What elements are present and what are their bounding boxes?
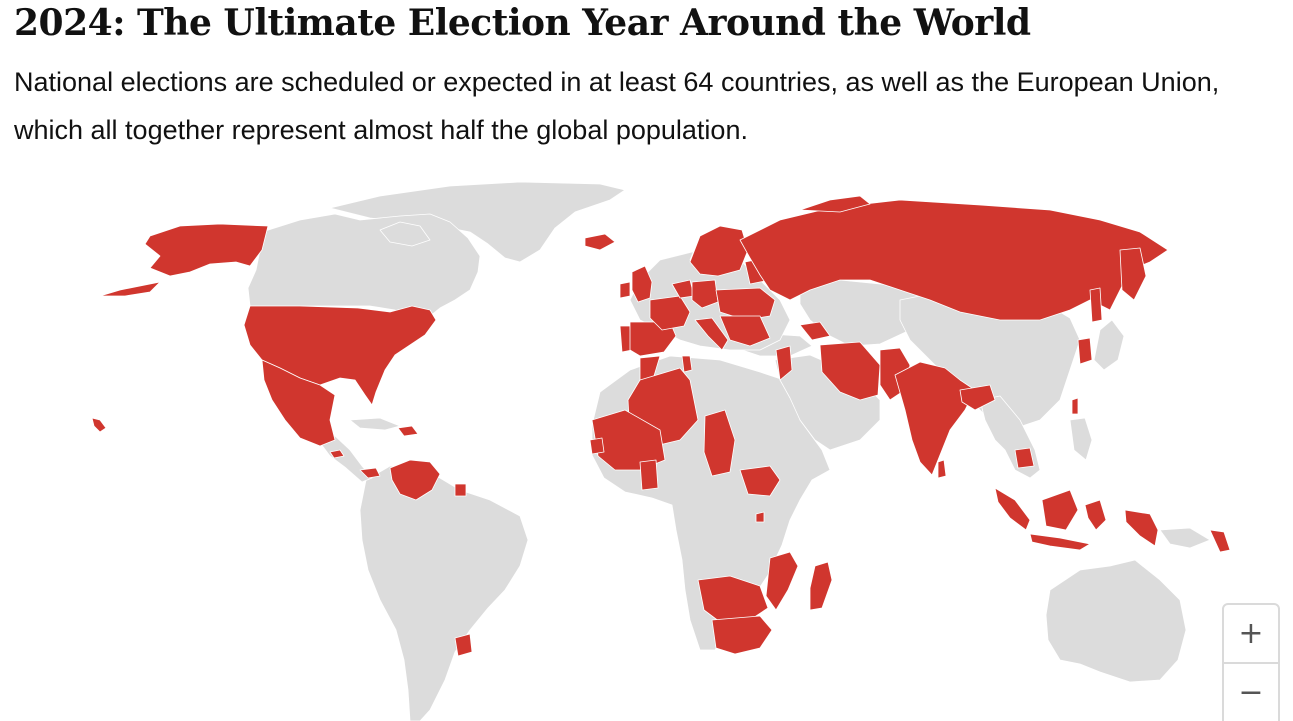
country-canada-islands (379, 221, 431, 247)
country-taiwan (1071, 397, 1079, 415)
country-iran (819, 341, 881, 401)
country-namibia-botswana (697, 575, 769, 623)
country-ireland (619, 281, 631, 299)
minus-icon: − (1238, 675, 1264, 710)
country-indonesia-sumatra (994, 487, 1031, 531)
country-png (1159, 527, 1211, 549)
country-sri-lanka (937, 459, 947, 479)
country-rwanda (755, 511, 765, 523)
country-indonesia-borneo (1041, 489, 1079, 531)
country-dominican-republic (397, 425, 419, 437)
zoom-divider (1224, 662, 1278, 664)
plus-icon: + (1238, 616, 1264, 651)
country-tunisia (681, 355, 693, 373)
country-canada (247, 213, 481, 321)
country-germany (691, 279, 719, 309)
country-el-salvador (329, 449, 345, 459)
country-philippines (1069, 417, 1093, 461)
country-cuba (349, 417, 401, 431)
country-russia (739, 199, 1169, 321)
country-mexico (261, 359, 336, 447)
page-subtitle: National elections are scheduled or expe… (14, 67, 1220, 145)
country-central-america (317, 435, 373, 483)
country-bangladesh-bhutan (959, 384, 996, 411)
country-indonesia-papua (1124, 509, 1159, 547)
country-south-korea (1077, 337, 1093, 365)
country-alaska-chain (99, 281, 161, 297)
country-panama (359, 467, 381, 479)
country-south-america (359, 465, 529, 721)
country-kamchatka (1119, 247, 1147, 301)
country-venezuela (389, 459, 441, 501)
country-iceland (584, 233, 616, 251)
country-georgia-azerbaijan (799, 321, 831, 341)
country-indonesia-java (1029, 533, 1091, 551)
country-syria-region (775, 345, 793, 381)
country-cambodia (1014, 447, 1035, 469)
country-chad (703, 409, 736, 477)
country-central-europe (715, 287, 776, 321)
country-ghana-togo (639, 459, 659, 491)
zoom-in-button[interactable]: + (1224, 605, 1278, 662)
country-alaska (144, 223, 269, 277)
country-japan (1093, 319, 1125, 371)
country-senegal (589, 437, 605, 455)
page-title: 2024: The Ultimate Election Year Around … (14, 2, 1031, 44)
country-suriname (454, 483, 467, 497)
country-uk (631, 265, 653, 303)
country-uruguay (454, 633, 473, 657)
country-scandinavia-hl (689, 225, 749, 277)
country-australia (1045, 559, 1187, 683)
world-map-svg[interactable] (0, 170, 1293, 721)
country-south-africa (711, 615, 773, 655)
country-balkans (719, 315, 771, 347)
country-mozambique (765, 551, 799, 611)
zoom-control: + − (1222, 603, 1280, 721)
country-india (894, 361, 976, 476)
country-timor (1209, 529, 1231, 553)
country-indonesia-sulawesi (1084, 499, 1107, 531)
country-madagascar (809, 561, 833, 611)
country-usa-hawaii (91, 417, 107, 433)
highlight-layer (91, 195, 1231, 657)
world-map[interactable]: + − (0, 170, 1293, 721)
zoom-out-button[interactable]: − (1224, 664, 1278, 721)
country-japan-sakhalin (1089, 287, 1103, 323)
country-south-sudan (739, 465, 781, 497)
country-italy (694, 317, 729, 351)
country-russia-north-islands (799, 195, 871, 213)
